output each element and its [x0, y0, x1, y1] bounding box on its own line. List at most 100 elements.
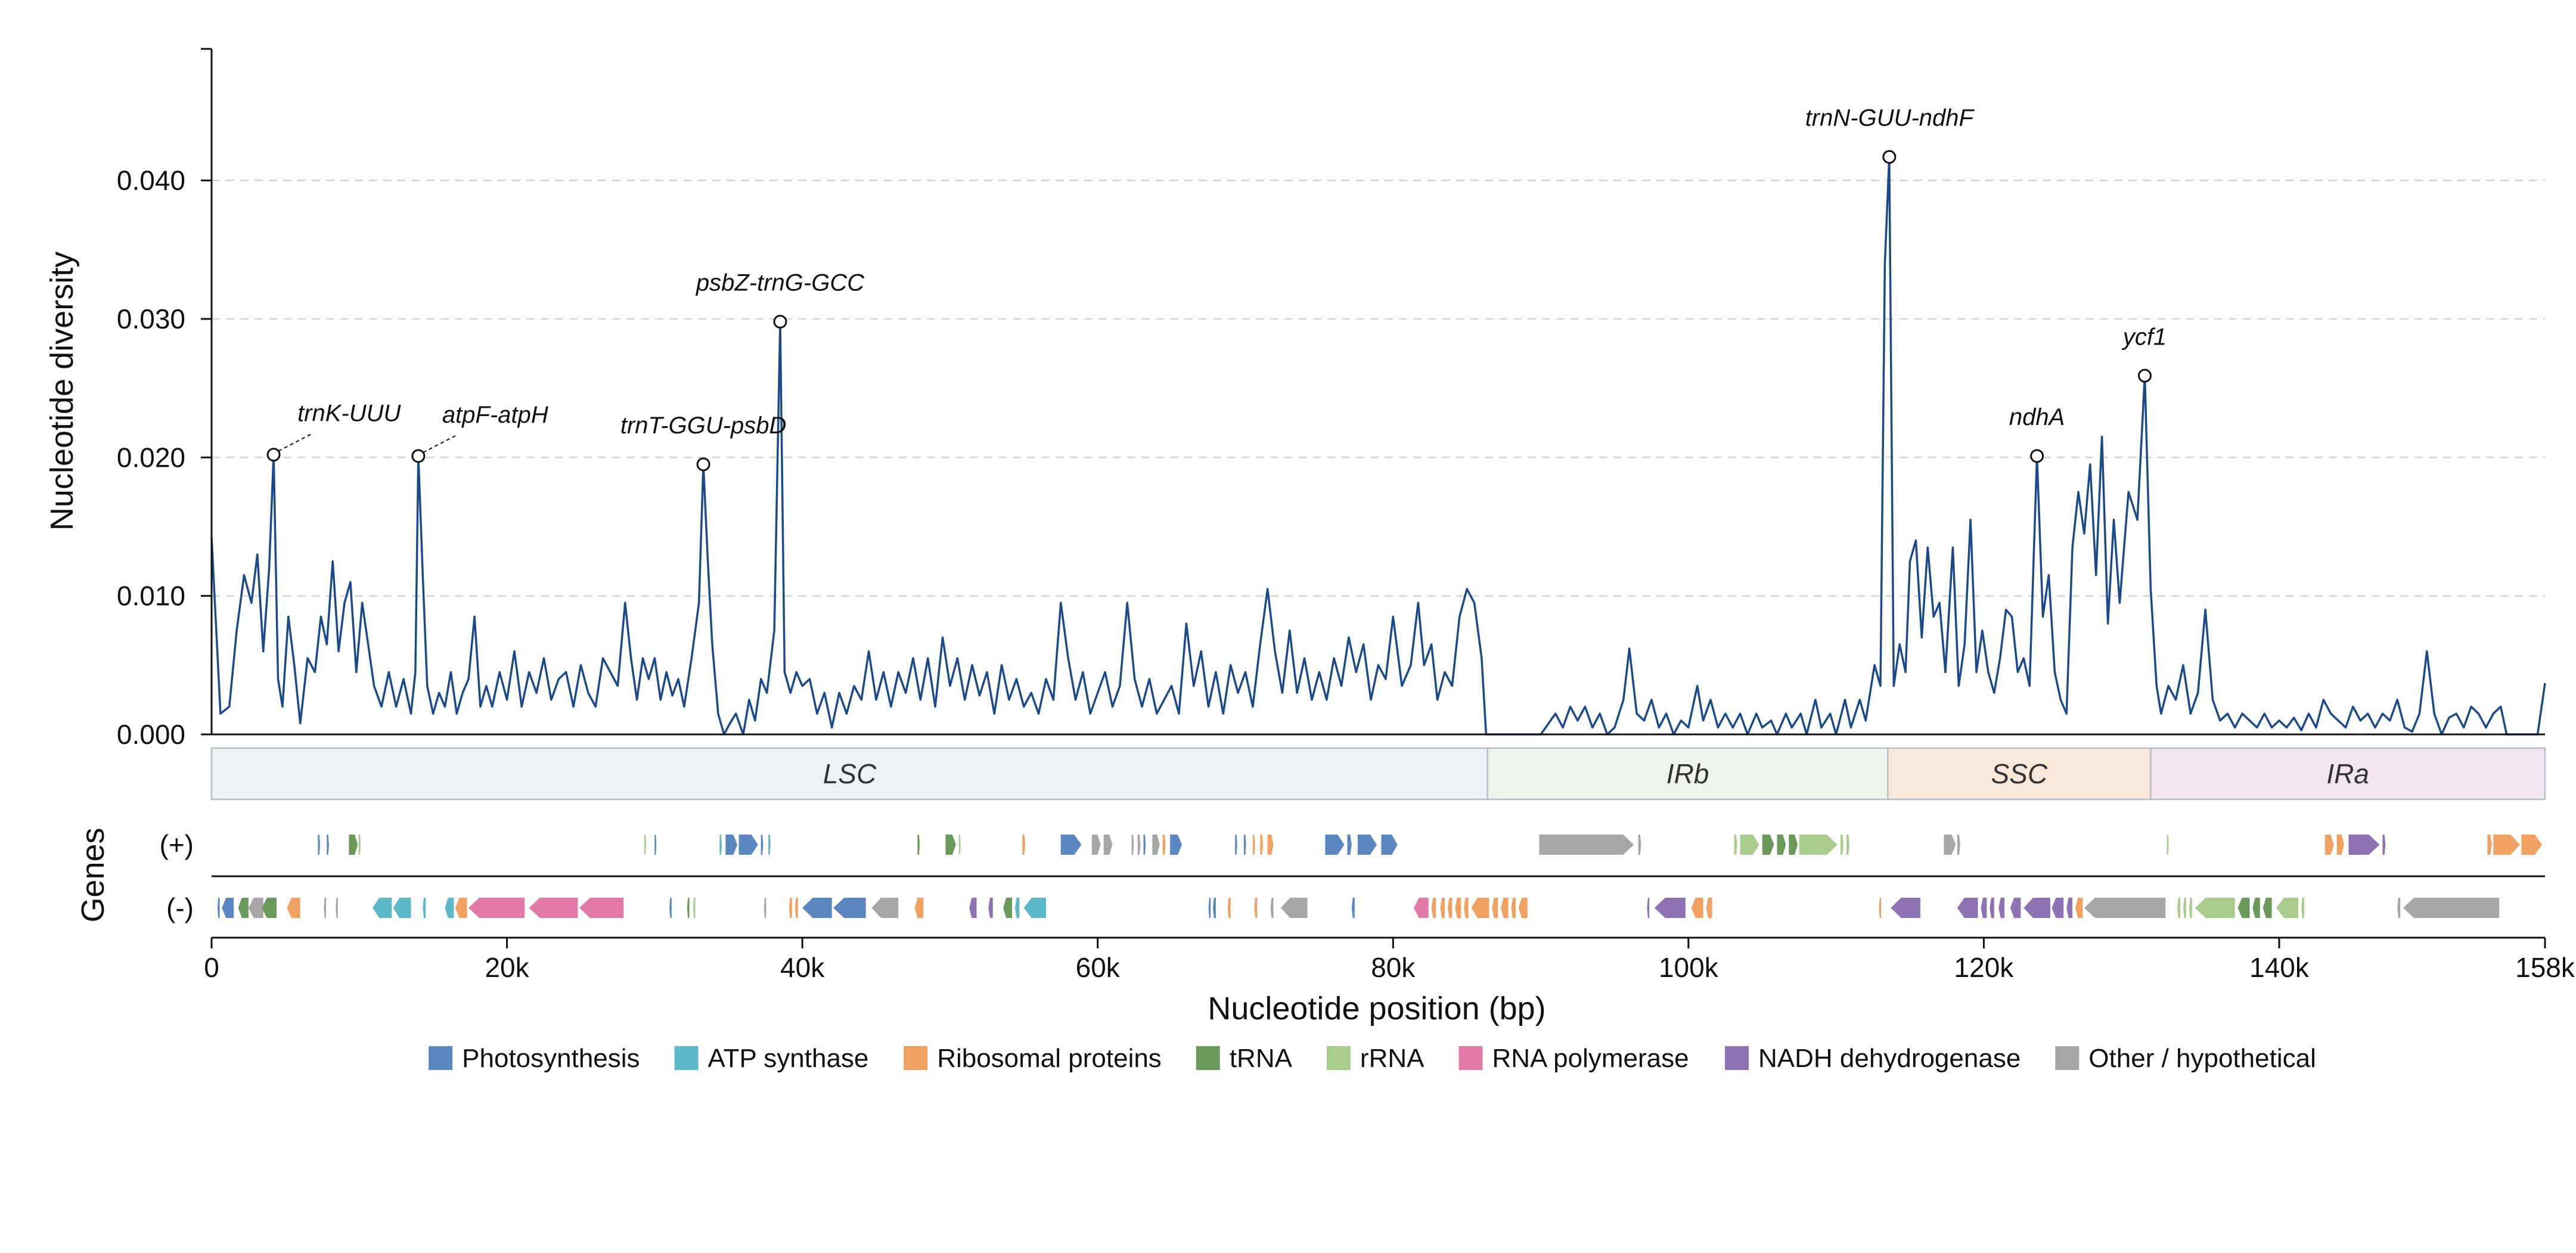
legend-item: NADH dehydrogenase	[1758, 1044, 2021, 1073]
gene-minus	[1431, 898, 1436, 918]
legend-swatch	[429, 1046, 453, 1070]
gene-plus	[2336, 835, 2345, 855]
gene-minus	[2010, 898, 2021, 918]
x-tick-label: 158k	[2515, 952, 2575, 983]
gene-plus	[644, 835, 647, 855]
gene-plus	[2324, 835, 2334, 855]
gene-minus	[262, 898, 277, 918]
legend-item: ATP synthase	[708, 1044, 869, 1073]
gene-plus	[1131, 835, 1134, 855]
gene-minus	[1492, 898, 1498, 918]
gene-plus	[318, 835, 321, 855]
gene-minus	[1998, 898, 2005, 918]
gene-minus	[988, 898, 993, 918]
gene-minus	[2403, 898, 2500, 918]
strand-label: (-)	[166, 892, 194, 923]
gene-minus	[669, 898, 672, 918]
legend-swatch	[1725, 1046, 1749, 1070]
gene-plus	[1244, 835, 1246, 855]
gene-minus	[1990, 898, 1994, 918]
gene-minus	[2177, 898, 2180, 918]
gene-minus	[455, 898, 467, 918]
gene-plus	[1091, 835, 1101, 855]
x-tick-label: 0	[204, 952, 219, 983]
gene-minus	[423, 898, 426, 918]
gene-minus	[2252, 898, 2260, 918]
gene-plus	[1252, 835, 1255, 855]
diversity-line	[210, 156, 2546, 736]
gene-minus	[1957, 898, 1978, 918]
gene-minus	[1518, 898, 1528, 918]
gene-minus	[2195, 898, 2235, 918]
gene-plus	[1347, 835, 1352, 855]
legend-swatch	[1326, 1046, 1351, 1070]
gene-minus	[248, 898, 263, 918]
gene-plus	[2382, 835, 2386, 855]
gene-minus	[1654, 898, 1686, 918]
gene-plus	[1381, 835, 1398, 855]
y-axis-title: Nucleotide diversity	[44, 252, 80, 531]
gene-minus	[687, 898, 690, 918]
x-tick-label: 40k	[780, 952, 825, 983]
gene-plus	[1841, 835, 1844, 855]
y-tick-label: 0.040	[117, 165, 185, 196]
peak-marker	[773, 315, 787, 329]
peak-label: trnK-UUU	[297, 401, 401, 427]
gene-minus	[217, 898, 220, 918]
y-tick-label: 0.020	[117, 442, 185, 473]
legend-item: Photosynthesis	[462, 1044, 640, 1073]
region-irb	[1486, 747, 1889, 801]
region-label: LSC	[823, 758, 877, 789]
x-tick-label: 120k	[1954, 952, 2015, 983]
legend-item: RNA polymerase	[1492, 1044, 1689, 1073]
gene-minus	[1014, 898, 1020, 918]
gene-plus	[2493, 835, 2520, 855]
region-lsc	[210, 747, 1489, 801]
gene-plus	[945, 835, 956, 855]
peak-marker	[2138, 368, 2152, 383]
x-tick-label: 140k	[2249, 952, 2310, 983]
legend-swatch	[1196, 1046, 1220, 1070]
x-tick-label: 20k	[485, 952, 529, 983]
gene-minus	[336, 898, 338, 918]
gene-minus	[1891, 898, 1920, 918]
x-axis-title: Nucleotide position (bp)	[1208, 991, 1545, 1026]
gene-plus	[738, 835, 758, 855]
gene-minus	[238, 898, 249, 918]
gene-minus	[2084, 898, 2166, 918]
gene-minus	[2066, 898, 2073, 918]
peak-marker	[1882, 150, 1897, 164]
gene-plus	[958, 835, 961, 855]
diversity-line-layer	[210, 156, 2546, 736]
gene-plus	[1325, 835, 1345, 855]
gene-minus	[794, 898, 798, 918]
legend-swatch	[904, 1046, 928, 1070]
gene-plus	[327, 835, 329, 855]
gene-minus	[2262, 898, 2272, 918]
gene-plus	[1260, 835, 1264, 855]
gene-minus	[1464, 898, 1469, 918]
gene-minus	[393, 898, 411, 918]
peak-label: psbZ-trnG-GCC	[696, 270, 865, 296]
gene-minus	[1511, 898, 1516, 918]
legend-item: rRNA	[1360, 1044, 1424, 1073]
gene-minus	[2397, 898, 2401, 918]
gene-plus	[1944, 835, 1956, 855]
gene-plus	[349, 835, 358, 855]
y-tick-label: 0.000	[117, 719, 185, 750]
gene-minus	[1981, 898, 1987, 918]
gene-minus	[1023, 898, 1046, 918]
gene-minus	[1471, 898, 1489, 918]
gene-minus	[693, 898, 696, 918]
gene-minus	[764, 898, 766, 918]
gene-minus	[1455, 898, 1461, 918]
gene-plus	[1357, 835, 1377, 855]
peak-marker	[411, 449, 426, 463]
gene-minus	[2183, 898, 2186, 918]
gene-minus	[1706, 898, 1712, 918]
axes: 0.000 0.010 0.020 0.030 0.040 0 20k 40k 60k 80k 10…	[117, 48, 2575, 983]
gene-plus	[2521, 835, 2543, 855]
gene-plus	[1539, 835, 1634, 855]
region-ssc	[1887, 747, 2152, 801]
gene-minus	[324, 898, 327, 918]
